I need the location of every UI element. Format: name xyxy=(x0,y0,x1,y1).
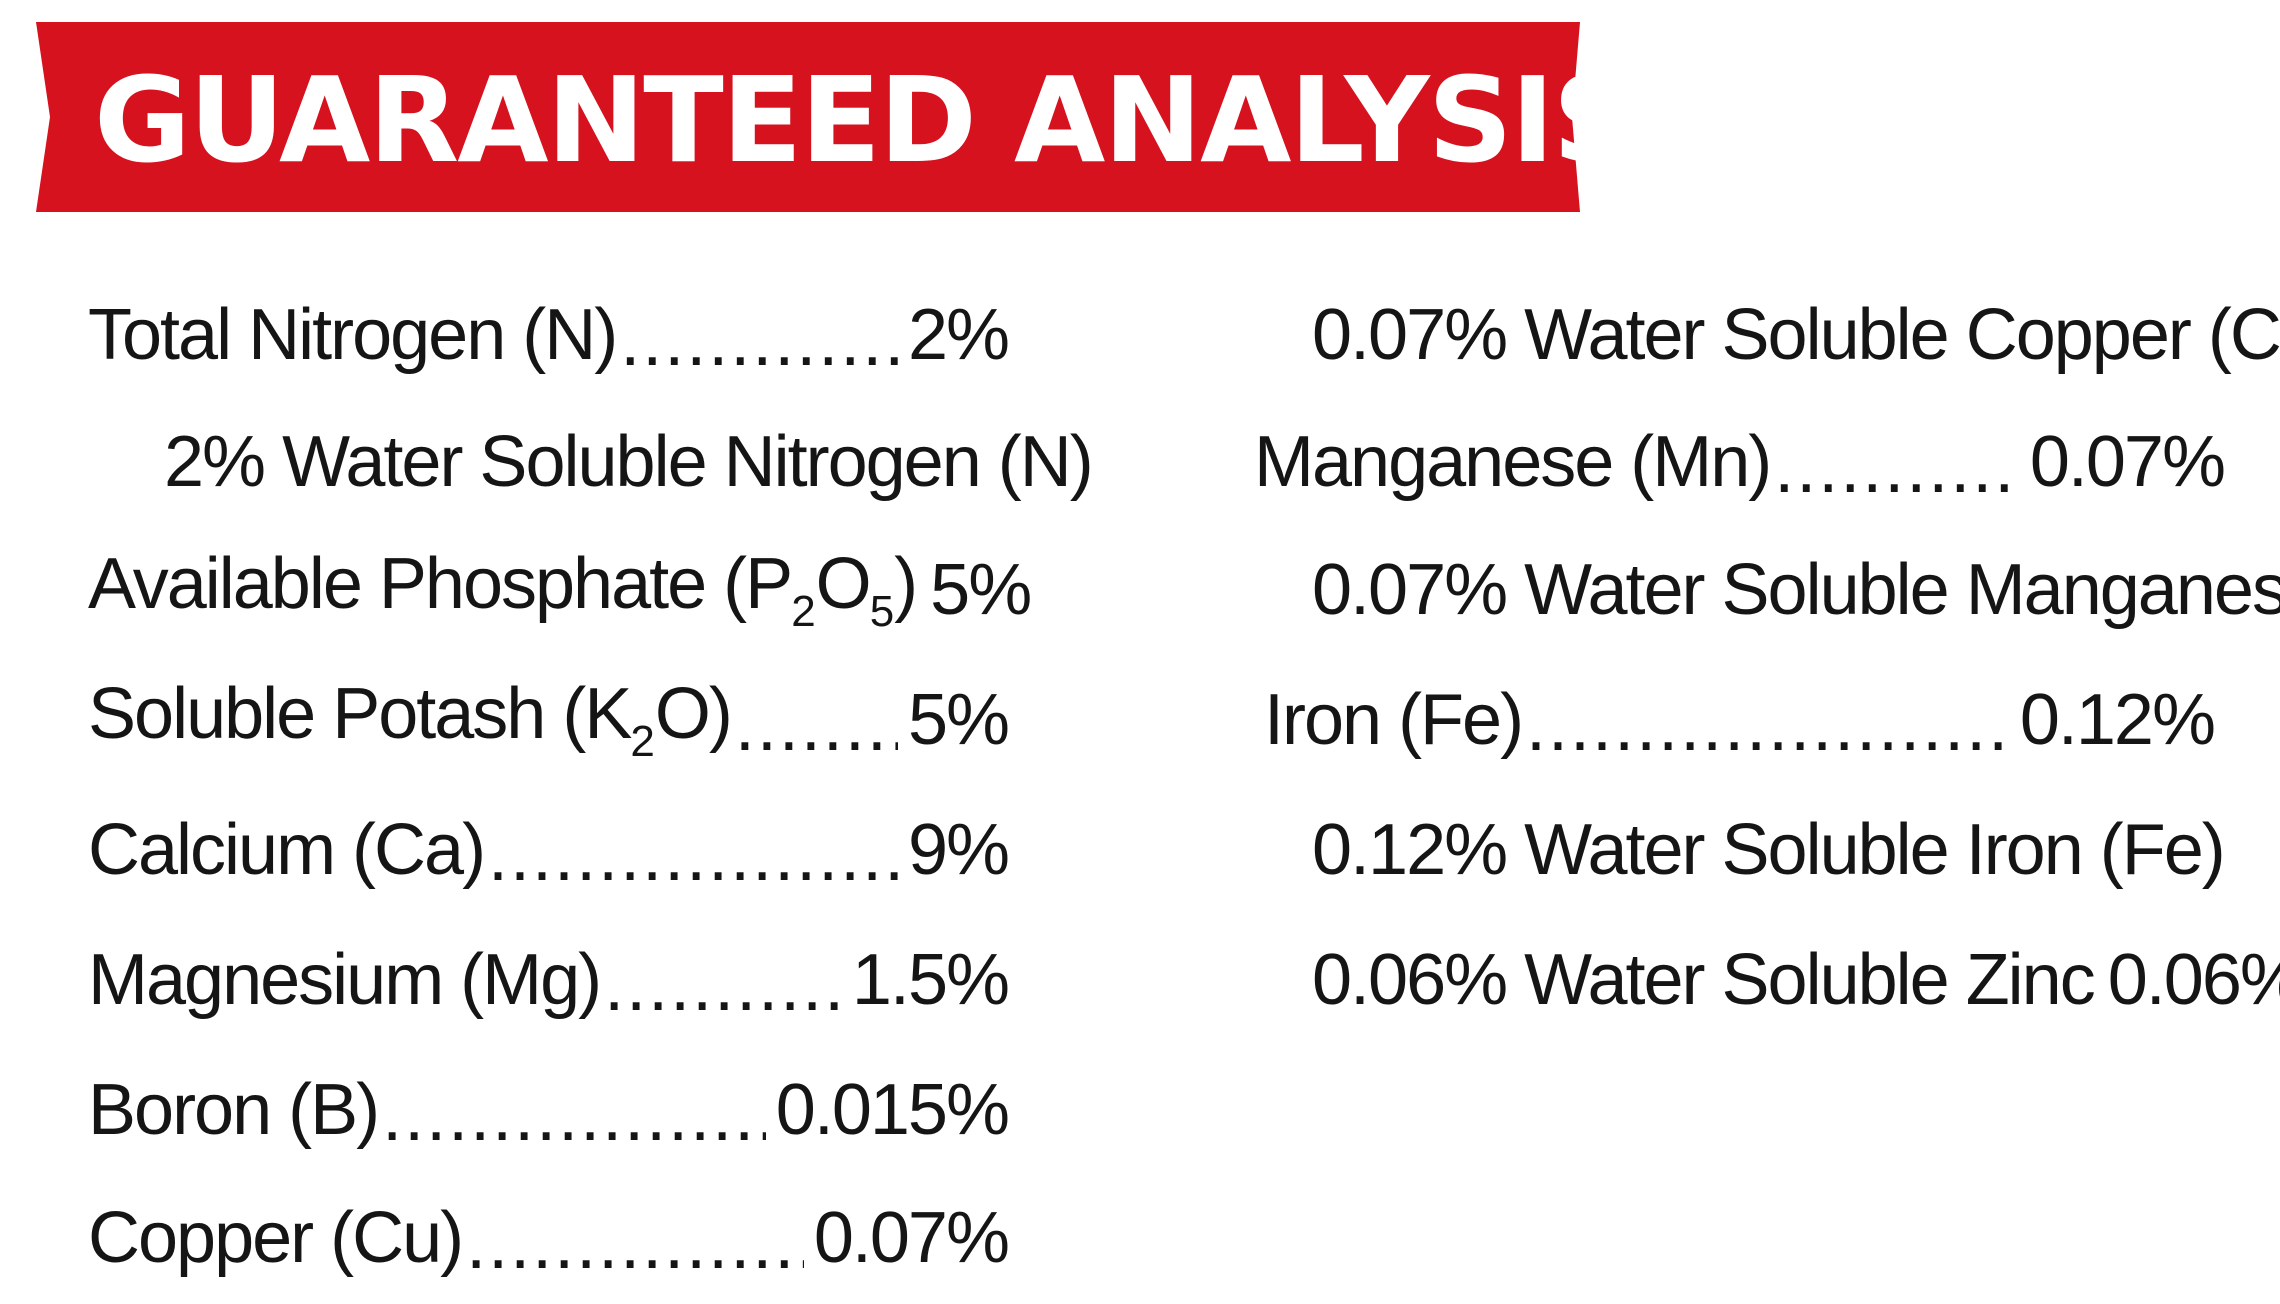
label-part: Available Phosphate (P xyxy=(88,544,793,624)
dot-leader: ........................................… xyxy=(620,301,898,381)
nutrient-value: 2% xyxy=(907,295,1010,375)
row-available-phosphate: Available Phosphate (P2O5) .............… xyxy=(88,540,1032,640)
row-water-soluble-zinc: 0.06% Water Soluble Zinc ...............… xyxy=(1312,930,2280,1030)
row-copper: Copper (Cu) ............................… xyxy=(88,1188,1010,1288)
row-magnesium: Magnesium (Mg) .........................… xyxy=(88,930,1010,1030)
row-manganese: Manganese (Mn) .........................… xyxy=(1254,412,2226,512)
nutrient-value: 1.5% xyxy=(851,940,1010,1020)
dot-leader: ........................................… xyxy=(734,686,898,766)
nutrient-label: Available Phosphate (P2O5) xyxy=(88,543,918,637)
dot-leader: ........................................… xyxy=(1526,686,2010,766)
header-banner: GUARANTEED ANALYSIS: xyxy=(36,22,1683,212)
nutrient-sub-label: 0.07% Water Soluble Manganese xyxy=(1312,550,2280,630)
row-total-nitrogen: Total Nitrogen (N) .....................… xyxy=(88,285,1010,385)
banner-shape xyxy=(36,22,1580,212)
nutrient-value: 5% xyxy=(930,550,1032,630)
label-part: ) xyxy=(894,544,918,624)
nutrient-sub-label: 0.12% Water Soluble Iron (Fe) xyxy=(1312,810,2226,890)
label-part: O) xyxy=(654,674,733,754)
page-title: GUARANTEED ANALYSIS: xyxy=(94,51,1683,189)
nutrient-value: 5% xyxy=(907,680,1010,760)
dot-leader: ........................................… xyxy=(604,946,842,1026)
subscript: 2 xyxy=(791,587,816,636)
dot-leader: ........................................… xyxy=(382,1076,766,1156)
nutrient-value: 0.07% xyxy=(813,1198,1010,1278)
nutrient-value: 0.07% xyxy=(2029,422,2226,502)
nutrient-label: Copper (Cu) xyxy=(88,1198,464,1278)
nutrient-value: 9% xyxy=(907,810,1010,890)
row-water-soluble-manganese: 0.07% Water Soluble Manganese xyxy=(1312,540,2280,640)
nutrient-value: 0.12% xyxy=(2019,680,2216,760)
nutrient-label: Magnesium (Mg) xyxy=(88,940,602,1020)
nutrient-label: Calcium (Ca) xyxy=(88,810,486,890)
nutrient-label: Total Nitrogen (N) xyxy=(88,295,618,375)
nutrient-label: 0.06% Water Soluble Zinc xyxy=(1312,940,2096,1020)
nutrient-sub-label: 0.07% Water Soluble Copper (Cu) xyxy=(1312,295,2280,375)
nutrient-label: Boron (B) xyxy=(88,1070,380,1150)
subscript: 2 xyxy=(630,717,655,766)
dot-leader: ........................................… xyxy=(488,816,898,896)
label-part: O xyxy=(815,544,872,624)
nutrient-label: Manganese (Mn) xyxy=(1254,422,1772,502)
row-iron: Iron (Fe) ..............................… xyxy=(1264,670,2216,770)
row-water-soluble-copper: 0.07% Water Soluble Copper (Cu) xyxy=(1312,285,2280,385)
nutrient-sub-label: 2% Water Soluble Nitrogen (N) xyxy=(164,422,1094,502)
nutrient-value: 0.015% xyxy=(775,1070,1010,1150)
nutrient-value: 0.06% xyxy=(2107,940,2280,1020)
nutrient-label: Iron (Fe) xyxy=(1264,680,1524,760)
row-calcium: Calcium (Ca) ...........................… xyxy=(88,800,1010,900)
label-part: Soluble Potash (K xyxy=(88,674,632,754)
dot-leader: ........................................… xyxy=(1774,428,2020,508)
row-water-soluble-iron: 0.12% Water Soluble Iron (Fe) xyxy=(1312,800,2226,900)
row-soluble-potash: Soluble Potash (K2O) ...................… xyxy=(88,670,1010,770)
row-water-soluble-nitrogen: 2% Water Soluble Nitrogen (N) xyxy=(164,412,1094,512)
subscript: 5 xyxy=(869,587,895,636)
nutrient-label: Soluble Potash (K2O) xyxy=(88,673,733,767)
dot-leader: ........................................… xyxy=(466,1204,804,1284)
row-boron: Boron (B) ..............................… xyxy=(88,1060,1010,1160)
